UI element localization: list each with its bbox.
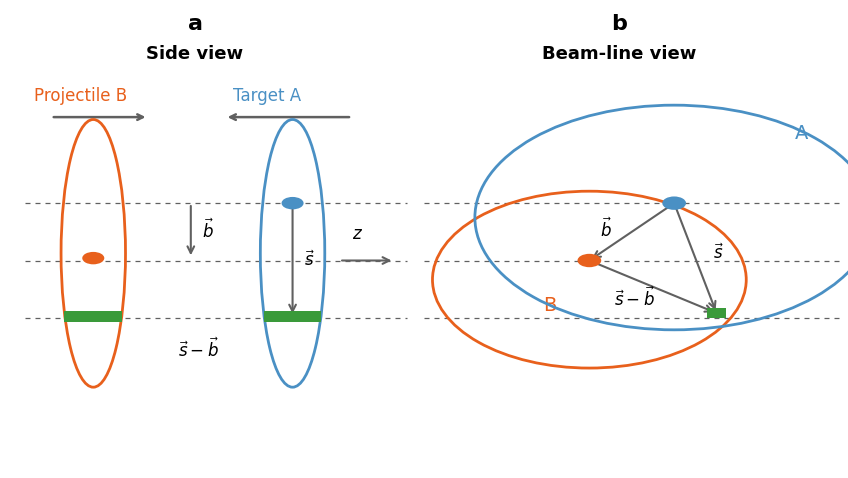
Text: Beam-line view: Beam-line view bbox=[542, 45, 696, 64]
Bar bbox=[707, 308, 726, 318]
Bar bbox=[64, 311, 122, 322]
Circle shape bbox=[282, 197, 304, 209]
Text: $\vec{s}-\vec{b}$: $\vec{s}-\vec{b}$ bbox=[614, 287, 655, 311]
Text: B: B bbox=[543, 296, 556, 315]
Text: Side view: Side view bbox=[147, 45, 243, 64]
Text: $\vec{s}$: $\vec{s}$ bbox=[713, 244, 725, 263]
Text: a: a bbox=[187, 14, 203, 34]
Text: $\vec{s}-\vec{b}$: $\vec{s}-\vec{b}$ bbox=[178, 337, 219, 361]
Text: b: b bbox=[611, 14, 627, 34]
Text: $\vec{b}$: $\vec{b}$ bbox=[202, 219, 214, 242]
Text: Target A: Target A bbox=[233, 87, 301, 105]
Text: A: A bbox=[795, 124, 808, 143]
Circle shape bbox=[662, 196, 686, 210]
Bar bbox=[264, 311, 321, 322]
Text: $z$: $z$ bbox=[352, 225, 363, 243]
Circle shape bbox=[577, 254, 601, 267]
Circle shape bbox=[82, 252, 104, 264]
Text: $\vec{b}$: $\vec{b}$ bbox=[600, 217, 612, 241]
Text: $\vec{s}$: $\vec{s}$ bbox=[304, 250, 316, 270]
Text: Projectile B: Projectile B bbox=[34, 87, 127, 105]
